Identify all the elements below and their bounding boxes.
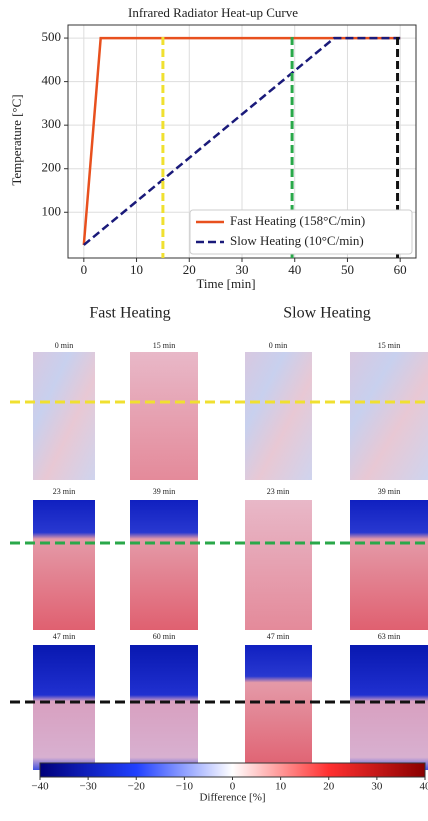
panel-label: 23 min — [53, 487, 75, 496]
panel-label: 23 min — [267, 487, 289, 496]
y-tick-label: 300 — [42, 116, 62, 131]
scan-image — [130, 352, 198, 480]
x-axis-label: Time [min] — [196, 276, 255, 291]
panel-label: 15 min — [378, 341, 400, 350]
scan-image — [350, 500, 428, 630]
panel-label: 47 min — [53, 632, 75, 641]
panel-label: 0 min — [269, 341, 287, 350]
y-tick-label: 200 — [42, 160, 62, 175]
colorbar-tick-label: 10 — [275, 781, 287, 793]
x-tick-label: 50 — [341, 262, 354, 277]
legend-box — [189, 209, 413, 255]
panel-label: 47 min — [267, 632, 289, 641]
panel-header: Slow Heating — [283, 305, 371, 322]
colorbar-tick-label: 40 — [420, 781, 428, 793]
panel-label: 39 min — [378, 487, 400, 496]
scan-image — [130, 500, 198, 630]
y-tick-label: 500 — [42, 29, 62, 44]
legend-label: Slow Heating (10°C/min) — [230, 233, 364, 248]
colorbar — [39, 762, 426, 778]
y-tick-label: 400 — [42, 73, 62, 88]
colorbar-tick-label: 30 — [371, 781, 383, 793]
colorbar-label: Difference [%] — [199, 792, 265, 804]
plot-frame — [67, 24, 417, 259]
series-line — [83, 36, 401, 246]
colorbar-tick-label: −30 — [80, 781, 98, 793]
x-tick-label: 30 — [236, 262, 249, 277]
panel-label: 63 min — [378, 632, 400, 641]
colorbar-tick-label: −40 — [31, 781, 49, 793]
scan-image — [245, 645, 312, 770]
x-tick-label: 10 — [130, 262, 143, 277]
legend-label: Fast Heating (158°C/min) — [230, 213, 365, 228]
scan-image — [350, 352, 428, 480]
colorbar-tick-label: −10 — [176, 781, 194, 793]
x-tick-label: 20 — [183, 262, 196, 277]
series-line — [82, 36, 401, 246]
panel-label: 39 min — [153, 487, 175, 496]
x-tick-label: 40 — [288, 262, 301, 277]
scan-image — [350, 645, 428, 770]
scan-image — [33, 500, 95, 630]
colorbar-tick-label: 20 — [323, 781, 335, 793]
x-tick-label: 60 — [394, 262, 407, 277]
y-tick-label: 100 — [42, 203, 62, 218]
chart-title: Infrared Radiator Heat-up Curve — [128, 5, 298, 20]
panel-label: 0 min — [55, 341, 73, 350]
scan-image — [245, 352, 312, 480]
colorbar-tick-label: −20 — [128, 781, 146, 793]
panel-images — [10, 352, 428, 770]
scan-image — [33, 352, 95, 480]
colorbar-tick-label: 0 — [230, 781, 236, 793]
x-tick-label: 0 — [81, 262, 88, 277]
scan-image — [33, 645, 95, 770]
panel-label: 15 min — [153, 341, 175, 350]
y-axis-label: Temperature [°C] — [9, 94, 24, 185]
scan-image — [130, 645, 198, 770]
panel-label: 60 min — [153, 632, 175, 641]
scan-image — [245, 500, 312, 630]
panel-header: Fast Heating — [89, 305, 170, 322]
